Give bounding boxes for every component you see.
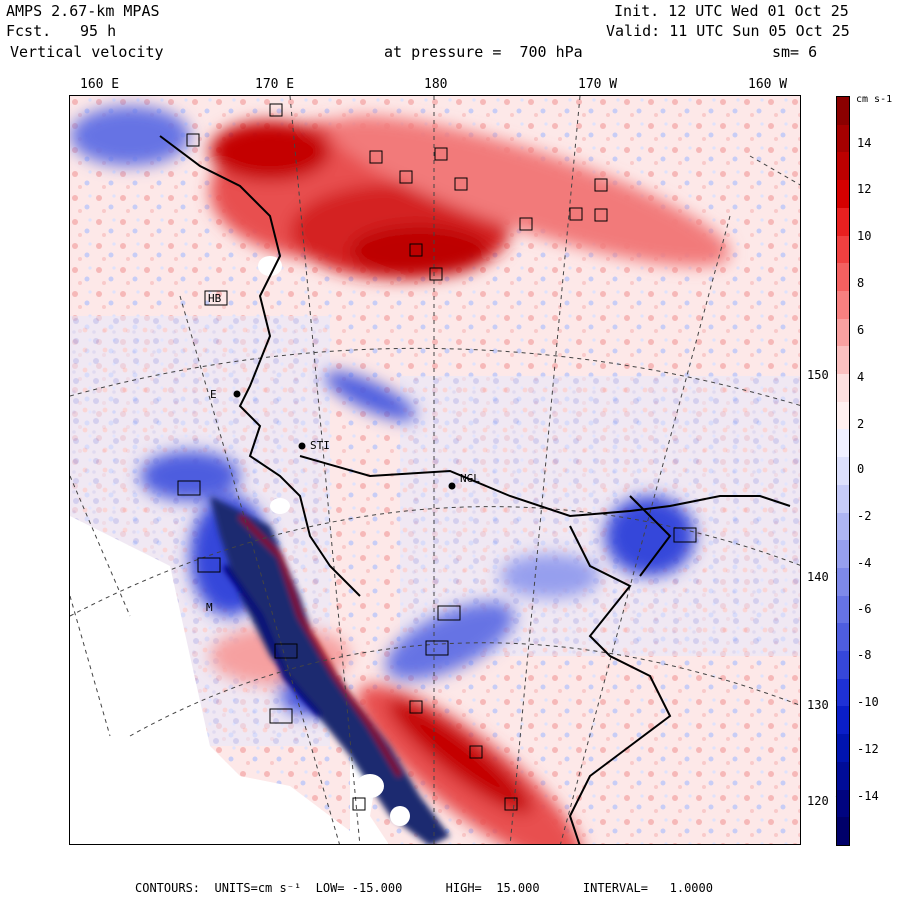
colorbar-tick-label: -2 [857, 509, 872, 523]
colorbar-segment [837, 263, 849, 292]
station-label-sti: STI [310, 439, 330, 452]
colorbar-tick-label: 14 [857, 136, 872, 150]
lat-label-130w: 130 W [806, 698, 845, 712]
station-label-ngl: NGL [460, 472, 480, 485]
colorbar-segment [837, 817, 849, 846]
mountain-wave-band [210, 496, 450, 844]
station-dot-sti [298, 442, 306, 450]
colorbar-segment [837, 789, 849, 818]
colorbar-segment [837, 484, 849, 514]
colorbar-segment [837, 651, 849, 680]
lon-label-170w: 170 W [578, 77, 618, 92]
lat-label-120w: 120 W [806, 794, 845, 808]
colorbar-segment [837, 512, 849, 541]
colorbar-tick-label: -12 [857, 742, 879, 756]
colorbar-segment [837, 540, 849, 569]
lon-label-170e: 170 E [255, 77, 295, 92]
field-name: Vertical velocity [10, 43, 164, 61]
masked-region-sw [70, 516, 368, 844]
lat-label-140w: 140 W [806, 570, 845, 584]
colorbar-tick-label: 12 [857, 182, 872, 196]
colorbar-tick-label: 10 [857, 229, 872, 243]
lon-label-180: 180 [424, 77, 448, 92]
forecast-hours: 95 h [80, 22, 117, 40]
colorbar-segment [837, 623, 849, 652]
station-dot-ngl [448, 482, 456, 490]
colorbar-tick-label: -4 [857, 556, 872, 570]
colorbar-tick-label: 2 [857, 417, 865, 431]
colorbar-segment [837, 678, 849, 707]
lat-label-150w: 150 W [806, 368, 845, 382]
colorbar-tick-label: -6 [857, 602, 872, 616]
colorbar [836, 96, 850, 846]
colorbar-segment [837, 346, 849, 375]
colorbar-segment [837, 401, 849, 430]
colorbar-segment [837, 567, 849, 597]
colorbar-tick-label: 8 [857, 276, 865, 290]
station-label-m: M [206, 601, 213, 614]
coastline [159, 135, 791, 844]
colorbar-segment [837, 595, 849, 624]
lon-label-160w: 160 W [748, 77, 788, 92]
colorbar-segment [837, 457, 849, 486]
colorbar-units: cm s-1 [856, 94, 893, 105]
colorbar-segment [837, 761, 849, 791]
graticule [70, 96, 800, 844]
model-title: AMPS 2.67-km MPAS [6, 2, 160, 20]
contour-info: CONTOURS: UNITS=cm s⁻¹ LOW= -15.000 HIGH… [135, 881, 713, 895]
map-field-svg [70, 96, 800, 844]
vertical-velocity-map: STI NGL E HB M [69, 95, 801, 845]
colorbar-segment [837, 97, 849, 126]
colorbar-segment [837, 124, 849, 153]
init-time: Init. 12 UTC Wed 01 Oct 25 [614, 2, 849, 20]
pressure-level: at pressure = 700 hPa [384, 43, 583, 61]
colorbar-tick-label: -14 [857, 789, 879, 803]
forecast-label: Fcst. [6, 22, 52, 40]
colorbar-tick-label: -8 [857, 648, 872, 662]
colorbar-segment [837, 429, 849, 458]
colorbar-segment [837, 207, 849, 237]
colorbar-tick-label: 0 [857, 462, 865, 476]
colorbar-tick-label: 6 [857, 323, 865, 337]
station-markers [233, 390, 456, 490]
colorbar-segment [837, 706, 849, 735]
station-label-hb: HB [208, 292, 222, 305]
colorbar-segment [837, 152, 849, 181]
contour-labels [177, 103, 697, 811]
colorbar-segment [837, 734, 849, 763]
valid-time: Valid: 11 UTC Sun 05 Oct 25 [606, 22, 850, 40]
lon-label-160e: 160 E [80, 77, 120, 92]
colorbar-segment [837, 235, 849, 264]
land-gaps [258, 256, 410, 826]
colorbar-segment [837, 318, 849, 347]
colorbar-segment [837, 374, 849, 403]
station-dot-e [233, 390, 241, 398]
updraft-band-north [210, 115, 731, 279]
colorbar-tick-label: 4 [857, 370, 865, 384]
colorbar-segment [837, 180, 849, 209]
colorbar-tick-label: -10 [857, 695, 879, 709]
station-label-e: E [210, 388, 217, 401]
colorbar-segment [837, 290, 849, 320]
smoothing-value: sm= 6 [772, 43, 818, 61]
